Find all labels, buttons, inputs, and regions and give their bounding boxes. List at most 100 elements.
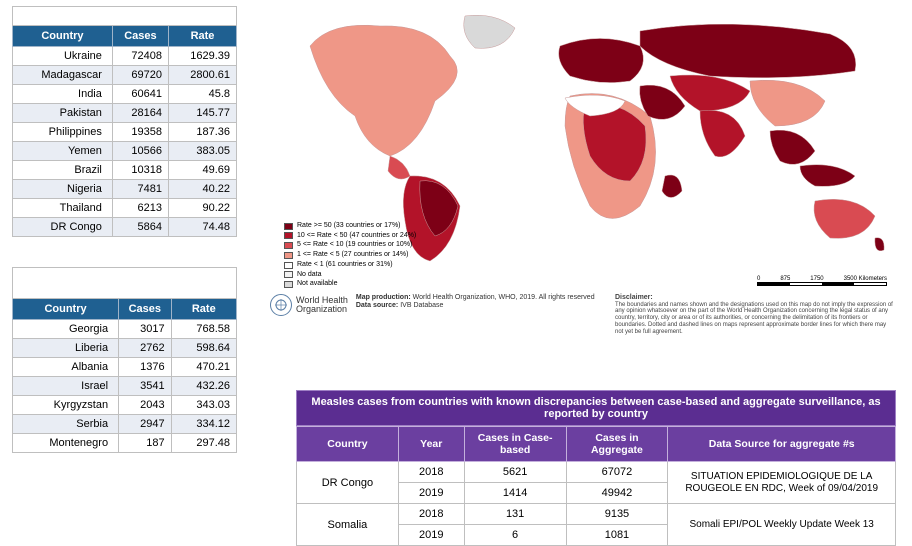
cell-rate: 768.58 xyxy=(171,320,236,339)
col-aggregate: Cases in Aggregate xyxy=(566,427,668,462)
legend-item: 10 <= Rate < 50 (47 countries or 24%) xyxy=(284,232,416,241)
other-title: Other countries with high incidence rate… xyxy=(13,268,237,299)
table-row: Brazil1031849.69 xyxy=(13,161,237,180)
table-row: Serbia2947334.12 xyxy=(13,415,237,434)
cell-rate: 187.36 xyxy=(169,123,237,142)
cell-source: SITUATION EPIDEMIOLOGIQUE DE LA ROUGEOLE… xyxy=(668,462,896,504)
table-row: Pakistan28164145.77 xyxy=(13,104,237,123)
map-legend: Rate >= 50 (33 countries or 17%)10 <= Ra… xyxy=(284,222,416,290)
discrepancy-title: Measles cases from countries with known … xyxy=(296,390,896,426)
top10-header-row: Country Cases Rate xyxy=(13,26,237,47)
legend-label: 1 <= Rate < 5 (27 countries or 14%) xyxy=(297,251,408,260)
scalebar: 0 875 1750 3500 Kilometers xyxy=(757,276,887,286)
cell-cases: 2762 xyxy=(119,339,172,358)
cell-cases: 3541 xyxy=(119,377,172,396)
who-logo-icon xyxy=(270,294,292,316)
cell-country: Israel xyxy=(13,377,119,396)
legend-swatch xyxy=(284,242,293,249)
cell-cases: 28164 xyxy=(112,104,168,123)
cell-country: Yemen xyxy=(13,142,113,161)
legend-swatch xyxy=(284,223,293,230)
legend-item: No data xyxy=(284,271,416,280)
cell-rate: 297.48 xyxy=(171,434,236,453)
cell-cases: 10318 xyxy=(112,161,168,180)
cell-country: Pakistan xyxy=(13,104,113,123)
cell-country: Albania xyxy=(13,358,119,377)
map-credits: World Health Organization Map production… xyxy=(270,294,895,337)
table-row: Montenegro187297.48 xyxy=(13,434,237,453)
cell-year: 2018 xyxy=(398,504,464,525)
cell-country: Brazil xyxy=(13,161,113,180)
table-row: Philippines19358187.36 xyxy=(13,123,237,142)
col-country: Country xyxy=(297,427,399,462)
cell-rate: 343.03 xyxy=(171,396,236,415)
cell-country: Serbia xyxy=(13,415,119,434)
col-rate: Rate xyxy=(169,26,237,47)
table-row: Somalia20181319135Somali EPI/POL Weekly … xyxy=(297,504,896,525)
legend-item: Not available xyxy=(284,280,416,289)
cell-year: 2018 xyxy=(398,462,464,483)
legend-label: Not available xyxy=(297,280,337,289)
legend-label: Rate >= 50 (33 countries or 17%) xyxy=(297,222,401,231)
legend-swatch xyxy=(284,232,293,239)
legend-swatch xyxy=(284,252,293,259)
cell-country: Liberia xyxy=(13,339,119,358)
cell-rate: 598.64 xyxy=(171,339,236,358)
cell-aggregate: 67072 xyxy=(566,462,668,483)
cell-aggregate: 1081 xyxy=(566,525,668,546)
table-row: Kyrgyzstan2043343.03 xyxy=(13,396,237,415)
cell-casebased: 131 xyxy=(464,504,566,525)
legend-item: 5 <= Rate < 10 (19 countries or 10%) xyxy=(284,241,416,250)
col-country: Country xyxy=(13,299,119,320)
cell-country: Thailand xyxy=(13,199,113,218)
table-row: Nigeria748140.22 xyxy=(13,180,237,199)
discrepancy-table: Country Year Cases in Case-based Cases i… xyxy=(296,426,896,546)
legend-label: Rate < 1 (61 countries or 31%) xyxy=(297,261,393,270)
credit-production: Map production: World Health Organizatio… xyxy=(356,294,595,312)
cell-country: Kyrgyzstan xyxy=(13,396,119,415)
cell-rate: 90.22 xyxy=(169,199,237,218)
col-casebased: Cases in Case-based xyxy=(464,427,566,462)
cell-country: Madagascar xyxy=(13,66,113,85)
col-rate: Rate xyxy=(171,299,236,320)
col-cases: Cases xyxy=(112,26,168,47)
cell-casebased: 1414 xyxy=(464,483,566,504)
cell-cases: 10566 xyxy=(112,142,168,161)
cell-country: Ukraine xyxy=(13,47,113,66)
legend-item: Rate < 1 (61 countries or 31%) xyxy=(284,261,416,270)
col-year: Year xyxy=(398,427,464,462)
other-table: Other countries with high incidence rate… xyxy=(12,267,237,453)
cell-cases: 7481 xyxy=(112,180,168,199)
table-row: Georgia3017768.58 xyxy=(13,320,237,339)
cell-cases: 2043 xyxy=(119,396,172,415)
legend-swatch xyxy=(284,281,293,288)
legend-item: 1 <= Rate < 5 (27 countries or 14%) xyxy=(284,251,416,260)
table-row: Yemen10566383.05 xyxy=(13,142,237,161)
cell-country: Philippines xyxy=(13,123,113,142)
legend-swatch xyxy=(284,262,293,269)
cell-country: Nigeria xyxy=(13,180,113,199)
cell-aggregate: 49942 xyxy=(566,483,668,504)
cell-rate: 334.12 xyxy=(171,415,236,434)
cell-country: India xyxy=(13,85,113,104)
world-map: Rate >= 50 (33 countries or 17%)10 <= Ra… xyxy=(270,6,895,336)
table-row: DR Congo2018562167072SITUATION EPIDEMIOL… xyxy=(297,462,896,483)
cell-cases: 19358 xyxy=(112,123,168,142)
scale-tick: 0 xyxy=(757,276,760,282)
cell-rate: 383.05 xyxy=(169,142,237,161)
cell-country: DR Congo xyxy=(297,462,399,504)
cell-country: Montenegro xyxy=(13,434,119,453)
discrepancy-table-area: Measles cases from countries with known … xyxy=(296,390,896,546)
cell-year: 2019 xyxy=(398,483,464,504)
cell-country: Georgia xyxy=(13,320,119,339)
cell-cases: 1376 xyxy=(119,358,172,377)
cell-cases: 5864 xyxy=(112,218,168,237)
table-row: India6064145.8 xyxy=(13,85,237,104)
scale-tick: 875 xyxy=(780,276,790,282)
table-row: Ukraine724081629.39 xyxy=(13,47,237,66)
legend-label: No data xyxy=(297,271,322,280)
cell-rate: 49.69 xyxy=(169,161,237,180)
col-source: Data Source for aggregate #s xyxy=(668,427,896,462)
who-logo: World Health Organization xyxy=(270,294,348,316)
cell-casebased: 6 xyxy=(464,525,566,546)
